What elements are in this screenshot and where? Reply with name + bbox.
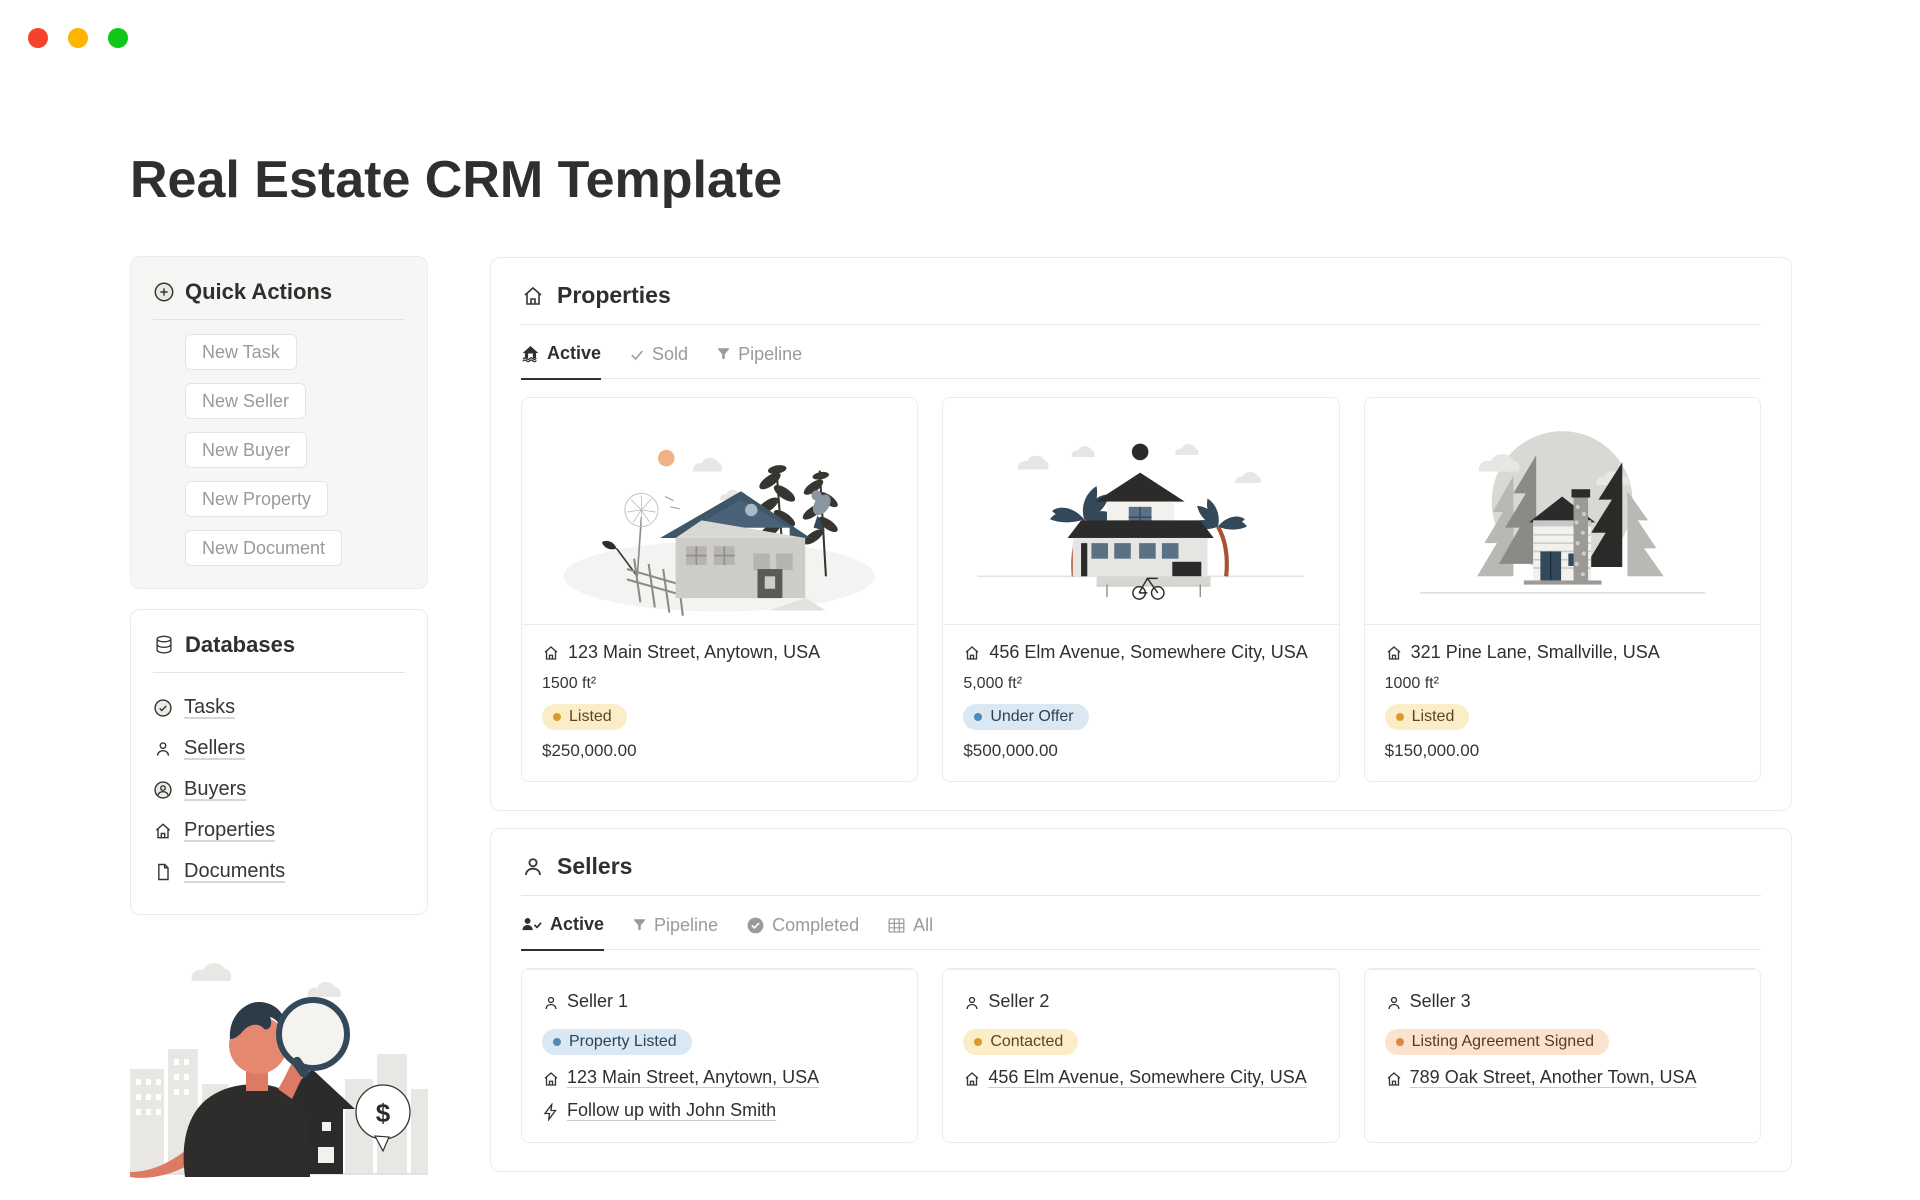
svg-text:$: $ [376,1098,391,1128]
